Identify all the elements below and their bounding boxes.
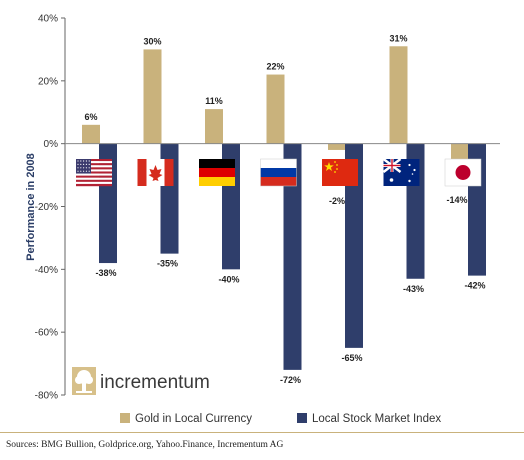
flags-layer [76, 158, 482, 187]
legend-label-stock: Local Stock Market Index [312, 413, 441, 425]
y-tick-label: 0% [44, 139, 59, 150]
gold-data-label: 11% [205, 96, 223, 106]
legend-swatch-gold [120, 413, 130, 423]
gold-bar [389, 46, 408, 144]
gold-bar [82, 124, 100, 144]
gold-bar [451, 143, 469, 160]
gold-data-label: 22% [266, 62, 284, 72]
stock-data-label: -42% [464, 281, 485, 291]
japan-flag-icon [444, 158, 482, 187]
gold-data-label: 30% [143, 36, 161, 46]
gold-bar [205, 109, 223, 144]
stock-data-label: -72% [280, 375, 301, 385]
y-tick-label: 40% [38, 14, 58, 25]
brand-logo: incrementum [72, 367, 210, 395]
gold-data-label: 31% [389, 33, 407, 43]
china-flag-icon [322, 159, 358, 186]
stock-bar [345, 143, 363, 348]
y-tick-label: -20% [35, 202, 58, 213]
gold-data-label: -2% [329, 196, 345, 206]
stock-data-label: -65% [341, 353, 362, 363]
stock-data-label: -40% [218, 274, 239, 284]
brand-name: incrementum [100, 372, 210, 393]
australia-flag-icon [382, 158, 420, 186]
canada-flag-icon [137, 159, 174, 186]
stock-data-label: -43% [403, 284, 424, 294]
bar-chart: 6% -38% 30% -35% 11% -40% 22% -72% -2% -65% 31% -43… [25, 14, 500, 425]
gold-data-label: 6% [84, 112, 97, 122]
bars-layer [82, 46, 486, 370]
gold-bar [143, 49, 162, 144]
japan-extra-label: -14% [446, 195, 467, 205]
legend-swatch-stock [297, 413, 307, 423]
y-axis-label: Performance in 2008 [25, 153, 37, 261]
stock-data-label: -35% [157, 259, 178, 269]
y-axis: 40% 20% 0% -20% -40% -60% -80% [35, 14, 500, 402]
russia-flag-icon [260, 158, 297, 187]
gold-bar [266, 74, 285, 144]
legend-label-gold: Gold in Local Currency [135, 413, 252, 425]
tree-logo-icon [72, 367, 96, 395]
y-tick-label: 20% [38, 76, 58, 87]
labels-layer: 6% -38% 30% -35% 11% -40% 22% -72% -2% -65% 31% -43… [84, 33, 485, 385]
legend: Gold in Local Currency Local Stock Marke… [120, 413, 441, 425]
stock-bar [283, 143, 302, 370]
source-divider [0, 432, 524, 433]
germany-flag-icon [199, 159, 235, 186]
stock-data-label: -38% [95, 268, 116, 278]
gold-bar [328, 143, 346, 150]
y-tick-label: -40% [35, 265, 58, 276]
y-tick-label: -80% [35, 391, 58, 402]
y-tick-label: -60% [35, 328, 58, 339]
us-flag-icon [76, 159, 112, 187]
source-note: Sources: BMG Bullion, Goldprice.org, Yah… [6, 440, 284, 450]
